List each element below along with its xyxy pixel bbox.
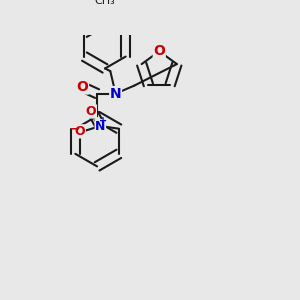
- Text: O: O: [75, 125, 85, 138]
- Text: N: N: [95, 119, 106, 133]
- Text: +: +: [99, 116, 108, 126]
- Text: O: O: [86, 105, 96, 118]
- Text: O: O: [76, 80, 88, 94]
- Text: CH₃: CH₃: [94, 0, 116, 6]
- Text: O: O: [153, 44, 165, 58]
- Text: −: −: [69, 123, 80, 136]
- Text: N: N: [110, 87, 122, 100]
